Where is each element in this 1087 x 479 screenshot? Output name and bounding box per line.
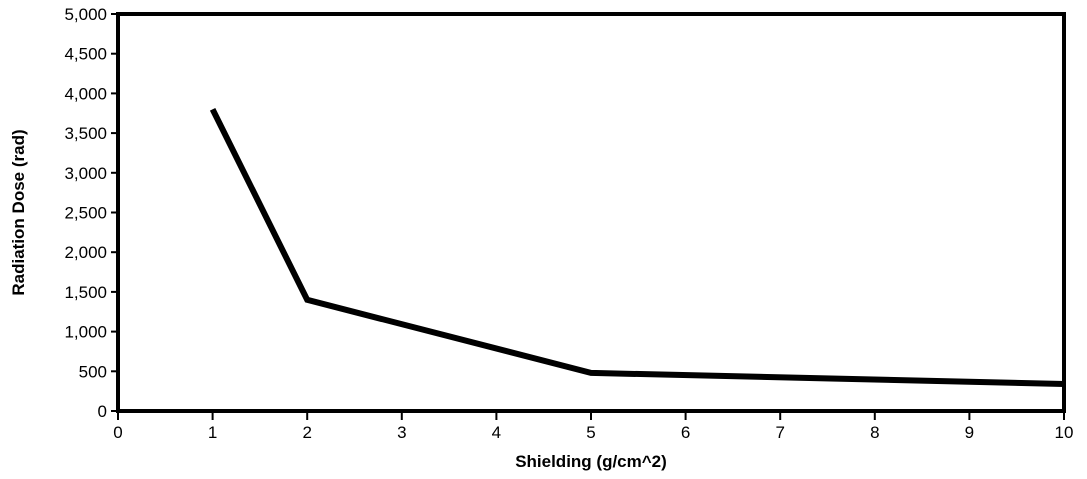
y-tick-label: 4,000 (64, 84, 107, 103)
y-tick-label: 2,000 (64, 243, 107, 262)
y-tick-label: 0 (98, 402, 107, 421)
x-tick-label: 7 (775, 423, 784, 442)
x-tick-label: 0 (113, 423, 122, 442)
y-tick-label: 5,000 (64, 5, 107, 24)
x-tick-label: 1 (208, 423, 217, 442)
x-tick-label: 5 (586, 423, 595, 442)
plot-frame (118, 14, 1064, 411)
series-line (213, 109, 1064, 384)
x-tick-label: 10 (1055, 423, 1074, 442)
x-axis-title: Shielding (g/cm^2) (515, 452, 667, 471)
x-tick-label: 2 (302, 423, 311, 442)
y-tick-label: 3,500 (64, 124, 107, 143)
y-tick-label: 1,500 (64, 283, 107, 302)
y-axis-title: Radiation Dose (rad) (9, 129, 28, 295)
y-tick-label: 500 (79, 362, 107, 381)
x-tick-label: 6 (681, 423, 690, 442)
y-tick-label: 1,000 (64, 323, 107, 342)
y-tick-label: 3,000 (64, 164, 107, 183)
x-tick-label: 3 (397, 423, 406, 442)
x-tick-label: 4 (492, 423, 501, 442)
x-tick-label: 9 (965, 423, 974, 442)
x-tick-label: 8 (870, 423, 879, 442)
y-tick-label: 4,500 (64, 45, 107, 64)
y-tick-label: 2,500 (64, 204, 107, 223)
